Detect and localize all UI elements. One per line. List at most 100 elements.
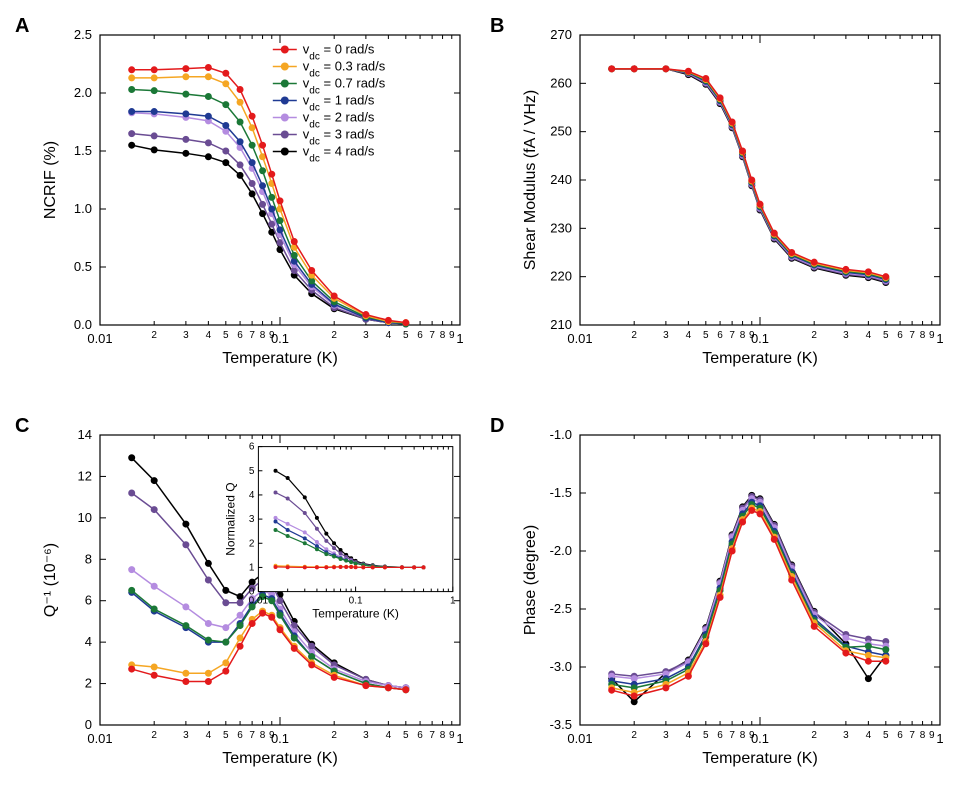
series-line [612,495,886,701]
y-tick-label: 1.0 [74,201,92,216]
series-marker [223,600,229,606]
series-marker [151,147,157,153]
x-minor-label: 9 [929,730,935,741]
series-marker [223,128,229,134]
inset-marker [303,511,307,515]
x-minor-label: 7 [249,330,255,341]
series-marker [811,623,817,629]
x-tick-label: 0.01 [567,731,592,746]
series-marker [865,676,871,682]
inset-marker [332,565,336,569]
series-marker [237,139,243,145]
series-marker [223,81,229,87]
x-minor-label: 3 [183,730,189,741]
series-marker [237,87,243,93]
series-marker [749,507,755,513]
inset-marker [332,555,336,559]
series-marker [237,162,243,168]
inset-marker [274,516,278,520]
legend-marker [281,148,289,156]
series-marker [260,183,266,189]
x-minor-label: 3 [363,330,369,341]
series-marker [843,266,849,272]
x-minor-label: 4 [386,730,392,741]
series-marker [403,687,409,693]
series-marker [129,109,135,115]
series-marker [249,125,255,131]
series-marker [843,635,849,641]
x-minor-label: 8 [740,730,746,741]
x-minor-label: 5 [223,330,229,341]
x-minor-label: 5 [883,730,889,741]
series-marker [789,250,795,256]
inset-marker [286,534,290,538]
inset-marker [315,527,319,531]
inset-marker [315,540,319,544]
y-tick-label: 2 [85,676,92,691]
inset-y-tick: 3 [249,514,255,525]
inset-y-tick: 1 [249,562,255,573]
series-marker [237,612,243,618]
series-line [612,502,886,684]
series-marker [865,658,871,664]
series-marker [129,666,135,672]
x-axis-label: Temperature (K) [702,350,818,367]
inset-marker [315,565,319,569]
y-tick-label: 210 [550,317,572,332]
series-marker [129,67,135,73]
y-tick-label: 0 [85,717,92,732]
series-marker [237,119,243,125]
series-marker [309,278,315,284]
inset-marker [349,565,353,569]
inset-marker [286,497,290,501]
y-tick-label: 270 [550,27,572,42]
inset-frame [258,447,452,592]
series-marker [129,490,135,496]
panel-label-A: A [15,15,29,38]
series-marker [309,267,315,273]
inset-marker [274,565,278,569]
x-minor-label: 8 [440,730,446,741]
series-marker [223,625,229,631]
series-marker [237,643,243,649]
series-marker [205,577,211,583]
series-marker [631,699,637,705]
series-marker [631,66,637,72]
series-marker [205,621,211,627]
y-tick-label: 6 [85,593,92,608]
x-minor-label: 9 [269,730,275,741]
series-marker [223,148,229,154]
inset-marker [286,565,290,569]
series-marker [717,594,723,600]
inset-y-label: Normalized Q [223,482,237,555]
inset-y-tick: 5 [249,466,255,477]
x-minor-label: 3 [843,730,849,741]
panel-label-B: B [490,15,504,38]
series-marker [663,685,669,691]
inset-marker [400,565,404,569]
inset-marker [303,541,307,545]
series-marker [237,635,243,641]
series-marker [151,664,157,670]
x-minor-label: 5 [703,330,709,341]
series-marker [129,131,135,137]
x-minor-label: 8 [920,730,926,741]
y-tick-label: -1.5 [550,485,572,500]
x-minor-label: 3 [183,330,189,341]
legend-marker [281,114,289,122]
series-marker [403,320,409,326]
series-line [612,508,886,692]
inset-marker [274,520,278,524]
series-marker [865,652,871,658]
series-marker [129,87,135,93]
series-marker [277,627,283,633]
x-minor-label: 2 [151,330,157,341]
series-marker [291,252,297,258]
series-marker [249,191,255,197]
series-marker [205,560,211,566]
series-marker [729,548,735,554]
series-marker [740,519,746,525]
series-marker [223,122,229,128]
y-axis-label: Phase (degree) [522,525,539,635]
series-marker [685,68,691,74]
